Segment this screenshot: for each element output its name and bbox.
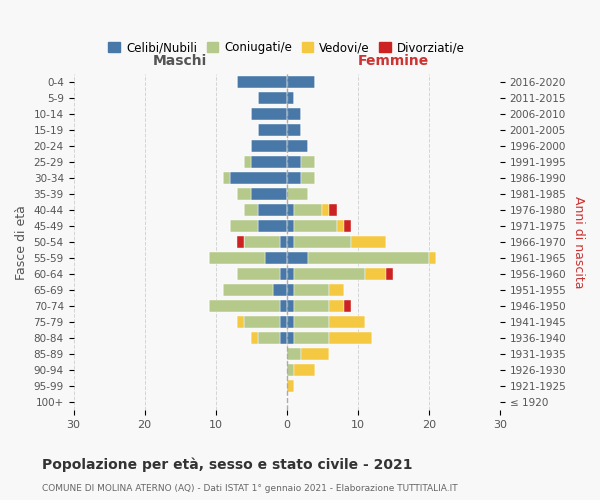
Bar (209, 252, 265, 264)
Bar (287, 156, 301, 168)
Bar (329, 300, 344, 312)
Bar (251, 188, 287, 200)
Text: Maschi: Maschi (153, 54, 207, 68)
Bar (259, 92, 287, 104)
Bar (287, 348, 301, 360)
Text: COMUNE DI MOLINA ATERNO (AQ) - Dati ISTAT 1° gennaio 2021 - Elaborazione TUTTITA: COMUNE DI MOLINA ATERNO (AQ) - Dati ISTA… (42, 484, 458, 493)
Bar (259, 124, 287, 136)
Bar (287, 284, 294, 296)
Bar (280, 300, 287, 312)
Bar (301, 172, 315, 184)
Bar (244, 316, 280, 328)
Y-axis label: Fasce di età: Fasce di età (15, 205, 28, 280)
Text: Femmine: Femmine (358, 54, 429, 68)
Bar (429, 252, 436, 264)
Bar (259, 204, 287, 216)
Bar (280, 332, 287, 344)
Bar (287, 380, 294, 392)
Bar (294, 364, 315, 376)
Bar (351, 236, 386, 248)
Bar (287, 252, 308, 264)
Bar (287, 204, 294, 216)
Bar (209, 300, 280, 312)
Bar (301, 156, 315, 168)
Bar (287, 268, 294, 280)
Bar (287, 220, 294, 232)
Bar (294, 316, 329, 328)
Bar (294, 204, 322, 216)
Bar (272, 284, 287, 296)
Bar (230, 220, 259, 232)
Bar (237, 76, 287, 88)
Bar (223, 172, 230, 184)
Bar (287, 76, 315, 88)
Bar (337, 220, 344, 232)
Bar (329, 204, 337, 216)
Bar (344, 220, 351, 232)
Bar (294, 220, 337, 232)
Bar (294, 300, 329, 312)
Bar (237, 188, 251, 200)
Bar (322, 204, 329, 216)
Bar (329, 284, 344, 296)
Bar (287, 140, 308, 152)
Bar (230, 172, 287, 184)
Bar (329, 332, 372, 344)
Bar (386, 268, 394, 280)
Bar (251, 108, 287, 120)
Bar (294, 268, 365, 280)
Bar (259, 332, 280, 344)
Bar (280, 316, 287, 328)
Y-axis label: Anni di nascita: Anni di nascita (572, 196, 585, 288)
Bar (287, 300, 294, 312)
Bar (237, 236, 244, 248)
Bar (308, 252, 429, 264)
Bar (294, 284, 329, 296)
Bar (244, 236, 280, 248)
Bar (287, 332, 294, 344)
Bar (287, 188, 308, 200)
Bar (280, 236, 287, 248)
Bar (287, 316, 294, 328)
Bar (287, 172, 301, 184)
Text: Popolazione per età, sesso e stato civile - 2021: Popolazione per età, sesso e stato civil… (42, 458, 413, 472)
Bar (251, 332, 259, 344)
Bar (251, 140, 287, 152)
Bar (287, 92, 294, 104)
Bar (244, 156, 251, 168)
Bar (287, 108, 301, 120)
Legend: Celibi/Nubili, Coniugati/e, Vedovi/e, Divorziati/e: Celibi/Nubili, Coniugati/e, Vedovi/e, Di… (104, 36, 470, 59)
Bar (251, 156, 287, 168)
Bar (265, 252, 287, 264)
Bar (287, 364, 294, 376)
Bar (259, 220, 287, 232)
Bar (237, 316, 244, 328)
Bar (223, 284, 272, 296)
Bar (365, 268, 386, 280)
Bar (294, 236, 351, 248)
Bar (301, 348, 329, 360)
Bar (287, 124, 301, 136)
Bar (329, 316, 365, 328)
Bar (280, 268, 287, 280)
Bar (344, 300, 351, 312)
Bar (287, 236, 294, 248)
Bar (244, 204, 259, 216)
Bar (237, 268, 280, 280)
Bar (294, 332, 329, 344)
